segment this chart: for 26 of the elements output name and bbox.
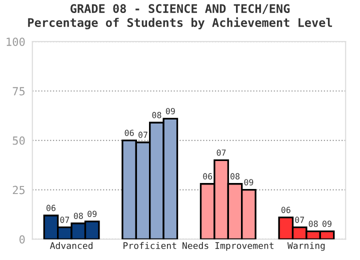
text: 08 <box>308 220 318 227</box>
y-tick-label: 0 <box>19 235 25 244</box>
text: 08 <box>152 112 162 118</box>
series-label: 06 <box>124 130 134 136</box>
y-tick-label: 50 <box>12 136 25 145</box>
text: 07 <box>295 216 304 223</box>
series-label: 08 <box>74 212 83 219</box>
series-label: 09 <box>88 210 97 218</box>
text: 06 <box>203 173 212 180</box>
text: 09 <box>166 108 175 114</box>
chart-title: GRADE 08 - SCIENCE AND TECH/ENG Percentage of Students by Achievement Level <box>28 4 332 30</box>
y-tick-label: 25 <box>12 186 25 194</box>
x-tick-label: Needs Improvement <box>182 242 274 251</box>
text: 08 <box>230 173 240 180</box>
y-tick-label: 100 <box>6 38 25 46</box>
text: 09 <box>322 220 332 227</box>
text: 07 <box>216 149 226 156</box>
text: 06 <box>46 204 56 212</box>
y-tick-label: 75 <box>12 87 25 96</box>
text: 06 <box>281 206 290 214</box>
text: 09 <box>244 179 254 186</box>
x-tick-label: Proficient <box>124 242 176 250</box>
text: 07 <box>60 216 70 223</box>
x-tick-label: Advanced <box>50 242 92 250</box>
series-label: 07 <box>138 132 148 138</box>
x-tick-label: Warning <box>287 242 325 251</box>
